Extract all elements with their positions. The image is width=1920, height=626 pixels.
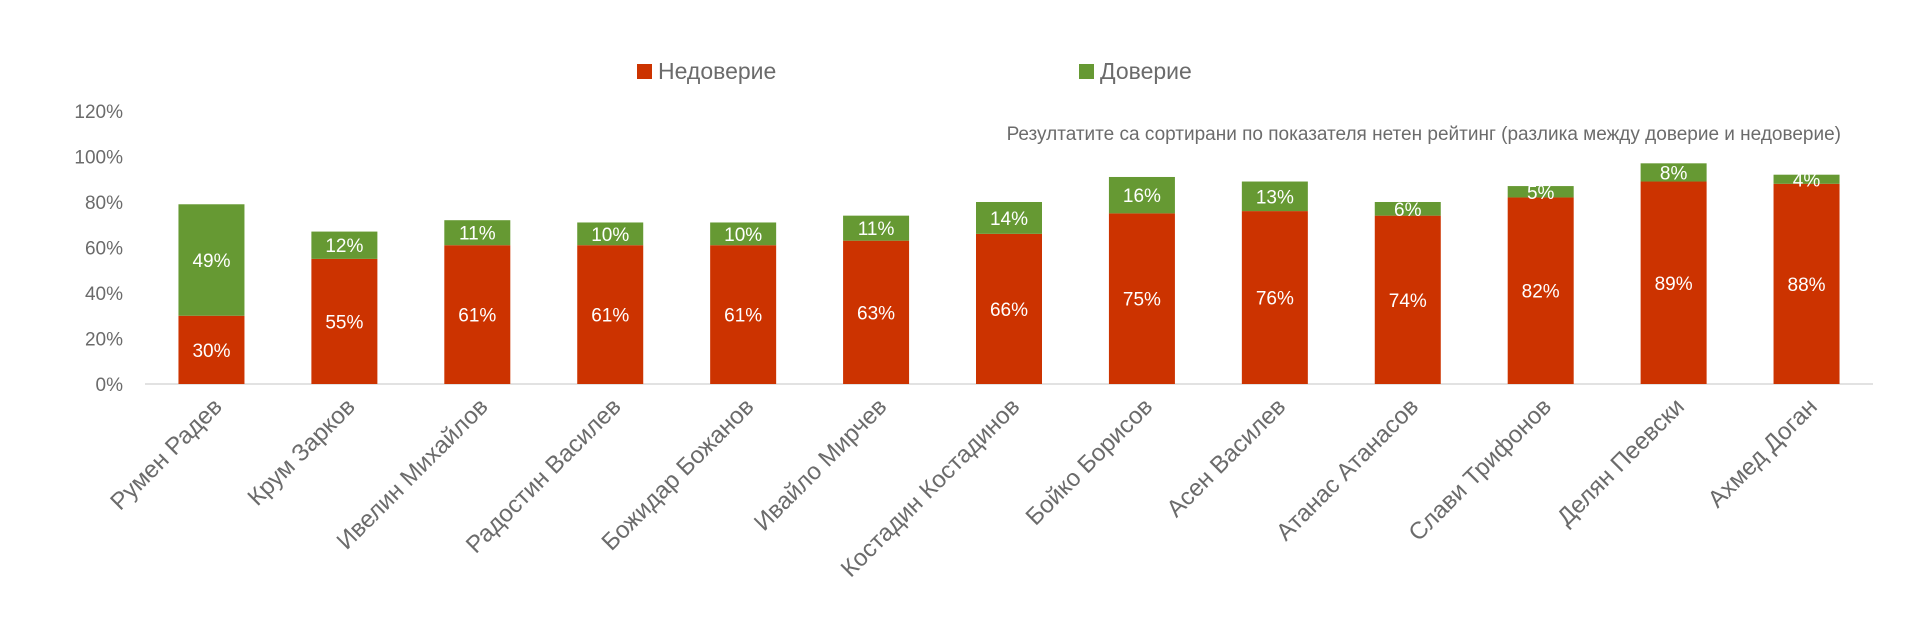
y-tick-label: 60% <box>85 239 123 260</box>
data-label-trust: 10% <box>591 225 629 246</box>
x-tick-label: Ахмед Доган <box>1703 393 1823 513</box>
bar-distrust <box>1640 181 1707 384</box>
bar-trust <box>843 215 910 241</box>
legend: Недоверие Доверие <box>637 58 1192 84</box>
y-tick-label: 80% <box>85 193 123 214</box>
chart-note: Резултатите са сортирани по показателя н… <box>1007 124 1841 145</box>
bar-distrust <box>976 233 1042 384</box>
bar-trust <box>178 204 245 316</box>
x-tick-label: Асен Василев <box>1162 393 1292 523</box>
legend-swatch-distrust <box>637 64 652 79</box>
data-label-trust: 13% <box>1256 187 1294 208</box>
bar-distrust <box>311 258 378 384</box>
data-label-trust: 11% <box>858 219 895 240</box>
bars <box>178 163 1840 384</box>
y-tick-label: 0% <box>96 375 124 396</box>
data-label-distrust: 55% <box>325 312 363 333</box>
data-label-trust: 10% <box>724 225 762 246</box>
legend-label-trust: Доверие <box>1100 58 1192 84</box>
y-axis: 0% 20% 40% 60% 80% 100% 120% <box>74 102 123 396</box>
bar-trust <box>1374 202 1441 216</box>
data-label-trust: 12% <box>325 236 363 257</box>
data-label-distrust: 82% <box>1522 282 1560 303</box>
y-tick-label: 120% <box>74 102 123 123</box>
bar-distrust <box>444 245 511 384</box>
y-tick-label: 40% <box>85 284 123 305</box>
data-label-trust: 14% <box>990 209 1028 230</box>
bar-trust <box>1773 174 1840 184</box>
bar-trust <box>444 220 511 246</box>
x-tick-label: Ивайло Мирчев <box>749 393 892 536</box>
bar-trust <box>976 202 1042 234</box>
data-label-trust: 5% <box>1527 183 1555 204</box>
data-label-distrust: 61% <box>591 306 629 327</box>
bar-trust <box>1108 176 1175 214</box>
data-label-distrust: 88% <box>1788 275 1826 296</box>
bar-trust <box>710 222 777 246</box>
data-label-trust: 6% <box>1394 200 1422 221</box>
legend-label-distrust: Недоверие <box>658 58 776 84</box>
data-label-distrust: 63% <box>857 303 895 324</box>
data-label-distrust: 89% <box>1655 274 1693 295</box>
bar-trust <box>577 222 644 246</box>
data-label-trust: 11% <box>459 224 496 245</box>
bar-distrust <box>577 245 644 384</box>
x-tick-label: Делян Пеевски <box>1552 393 1690 531</box>
data-label-distrust: 75% <box>1123 290 1161 311</box>
bar-distrust <box>1108 213 1175 384</box>
x-tick-label: Слави Трифонов <box>1403 393 1556 546</box>
x-tick-label: Румен Радев <box>105 393 227 515</box>
y-tick-label: 20% <box>85 330 123 351</box>
x-tick-label: Атанас Атанасов <box>1271 393 1424 546</box>
data-label-trust: 16% <box>1123 186 1161 207</box>
data-label-trust: 4% <box>1793 170 1821 191</box>
bar-distrust <box>1773 183 1840 384</box>
bar-trust <box>1640 163 1707 182</box>
data-label-distrust: 61% <box>458 306 496 327</box>
data-label-distrust: 76% <box>1256 289 1294 310</box>
bar-distrust <box>1507 197 1574 384</box>
data-label-distrust: 74% <box>1389 291 1427 312</box>
x-tick-label: Крум Зарков <box>243 393 361 511</box>
data-labels: 30% 49% 55% 12% 61% 11% 61% 10% 61% 10% 63% 11% 66% 1… <box>192 163 1825 361</box>
data-label-distrust: 66% <box>990 300 1028 321</box>
bar-distrust <box>178 315 245 384</box>
data-label-trust: 8% <box>1660 163 1688 184</box>
bar-distrust <box>710 245 777 384</box>
bar-distrust <box>843 240 910 384</box>
bar-trust <box>311 231 378 259</box>
x-tick-label: Бойко Борисов <box>1021 393 1159 531</box>
data-label-distrust: 61% <box>724 306 762 327</box>
bar-distrust <box>1241 211 1308 384</box>
y-tick-label: 100% <box>74 148 123 169</box>
bar-trust <box>1241 181 1308 212</box>
bar-trust <box>1507 186 1574 198</box>
data-label-trust: 49% <box>192 251 230 272</box>
data-label-distrust: 30% <box>192 341 230 362</box>
bar-distrust <box>1374 215 1441 384</box>
legend-swatch-trust <box>1079 64 1094 79</box>
